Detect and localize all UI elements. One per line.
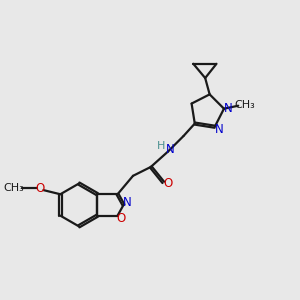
Text: CH₃: CH₃ [3,183,24,193]
Text: O: O [117,212,126,225]
Text: CH₃: CH₃ [234,100,255,110]
Text: N: N [123,196,132,209]
Text: N: N [224,102,233,115]
Text: O: O [163,177,172,190]
Text: O: O [36,182,45,195]
Text: H: H [157,140,166,151]
Text: N: N [215,123,224,136]
Text: N: N [166,143,175,156]
